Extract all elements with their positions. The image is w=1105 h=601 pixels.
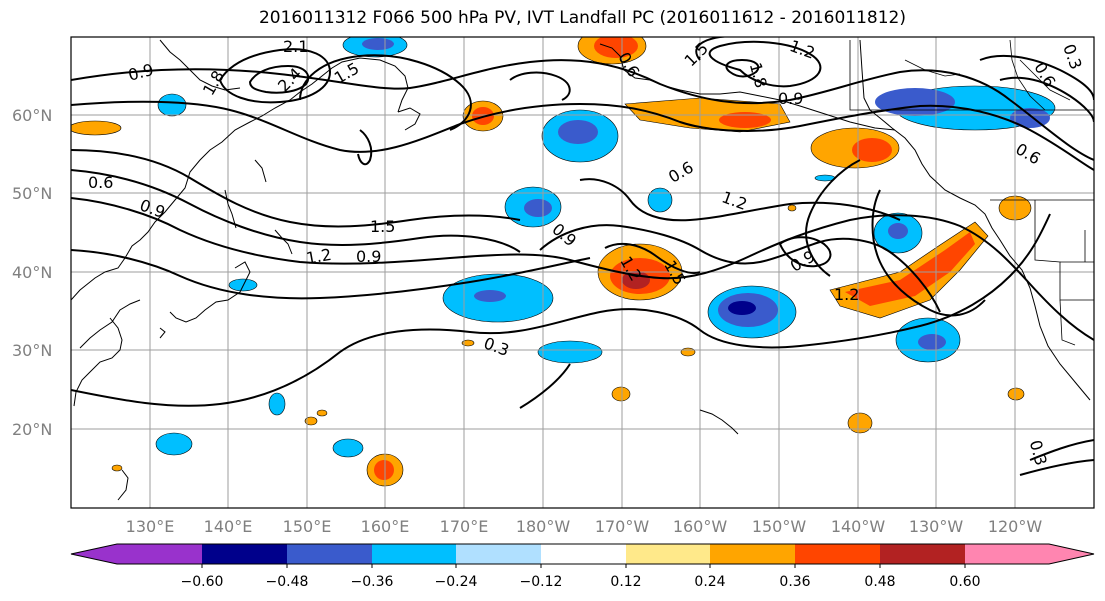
colorbar-tick-label: −0.60 [181, 574, 224, 590]
colorbar-segment [541, 544, 626, 564]
colorbar-segment [626, 544, 710, 564]
lon-label: 140°W [831, 517, 886, 536]
lon-label: 160°E [361, 517, 410, 536]
colorbar-tick-labels: −0.60 −0.48 −0.36 −0.24 −0.12 0.12 0.24 … [181, 574, 981, 590]
contour-label: 1.2 [305, 245, 333, 268]
colorbar-outline [70, 543, 1095, 565]
ivt-shading [71, 37, 1056, 487]
colorbar-tick-label: 0.48 [864, 574, 895, 590]
lon-label: 180°W [516, 517, 571, 536]
contour-label: 1.2 [834, 285, 859, 304]
lon-label: 130°W [909, 517, 964, 536]
colorbar-over-arrow [1049, 544, 1094, 564]
colorbar-tick-label: −0.24 [435, 574, 478, 590]
lon-label: 170°E [440, 517, 489, 536]
colorbar-tick-label: 0.12 [610, 574, 641, 590]
colorbar-segment [965, 544, 1049, 564]
lat-label: 60°N [12, 106, 52, 125]
lon-label: 150°W [752, 517, 807, 536]
figure-title: 2016011312 F066 500 hPa PV, IVT Landfall… [258, 8, 906, 28]
lon-label: 130°E [126, 517, 175, 536]
colorbar-tick-label: −0.48 [266, 574, 309, 590]
colorbar-segment [287, 544, 372, 564]
contour-label: 0.9 [356, 247, 381, 266]
negative-anomaly-blobs [155, 37, 1056, 458]
map-frame [70, 36, 1095, 509]
colorbar-segment [456, 544, 541, 564]
lat-label: 20°N [12, 420, 52, 439]
pv-contours [71, 37, 1094, 476]
lat-label: 50°N [12, 184, 52, 203]
colorbar-tick-label: 0.36 [779, 574, 810, 590]
colorbar-segment [880, 544, 965, 564]
colorbar-segment [795, 544, 880, 564]
lat-label: 30°N [12, 341, 52, 360]
boundaries [849, 39, 1094, 346]
contour-label: 1.5 [370, 217, 395, 236]
lat-label: 40°N [12, 263, 52, 282]
lon-label: 160°W [673, 517, 728, 536]
lon-label: 140°E [204, 517, 253, 536]
lon-label: 150°E [283, 517, 332, 536]
colorbar-under-arrow [71, 544, 117, 564]
contour-label: 0.6 [88, 173, 113, 192]
colorbar-tick-label: 0.60 [949, 574, 980, 590]
colorbar-tick-label: −0.12 [520, 574, 563, 590]
colorbar-segment [202, 544, 287, 564]
colorbar: −0.60 −0.48 −0.36 −0.24 −0.12 0.12 0.24 … [70, 543, 1095, 590]
lon-label: 170°W [595, 517, 650, 536]
colorbar-tick-label: 0.24 [694, 574, 725, 590]
colorbar-tick-marks [201, 564, 966, 568]
coastlines [71, 39, 1091, 501]
contour-label: 0.9 [778, 89, 803, 108]
colorbar-segment [117, 544, 202, 564]
longitude-labels: 130°E 140°E 150°E 160°E 170°E 180°W 170°… [126, 517, 1043, 536]
contour-label: 2.1 [283, 37, 308, 56]
colorbar-tick-label: −0.36 [351, 574, 394, 590]
colorbar-segment [710, 544, 795, 564]
colorbar-segment [372, 544, 456, 564]
latitude-labels: 60°N 50°N 40°N 30°N 20°N [12, 106, 52, 439]
lon-label: 120°W [988, 517, 1043, 536]
positive-anomaly-blobs [71, 37, 1032, 487]
